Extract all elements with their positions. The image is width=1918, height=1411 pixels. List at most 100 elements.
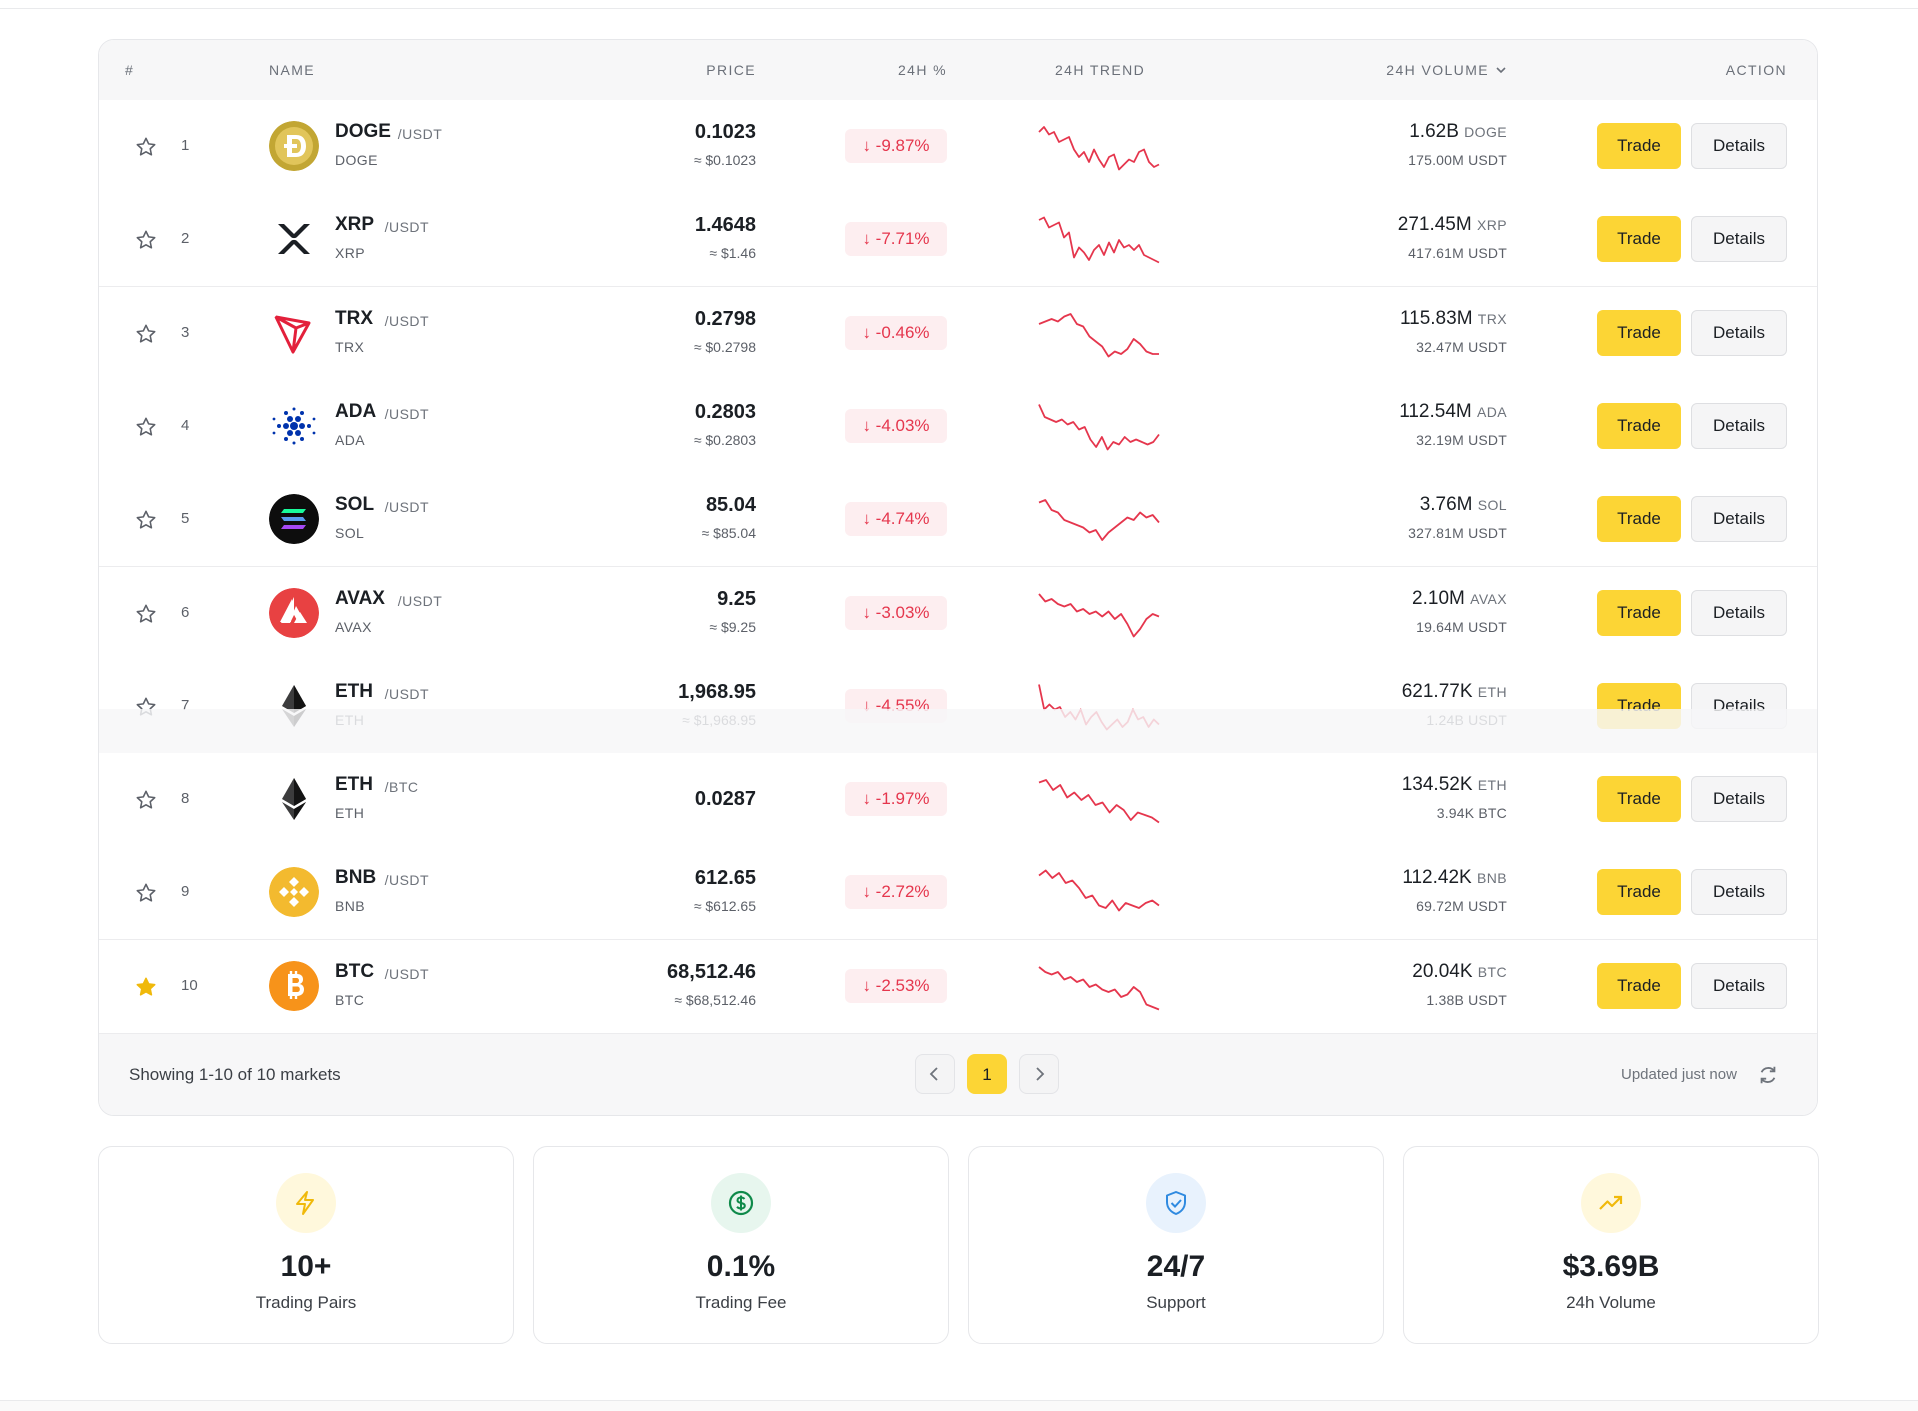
pair-symbol[interactable]: BNB: [335, 867, 377, 888]
volume-amount: 3.76M: [1419, 494, 1473, 515]
shield-icon: [1166, 1191, 1186, 1215]
header-volume[interactable]: 24H VOLUME: [1386, 62, 1489, 78]
base-asset: BTC: [335, 992, 365, 1008]
base-asset: BNB: [335, 898, 365, 914]
showing-text: Showing 1-10 of 10 markets: [129, 1065, 341, 1084]
volume-quote: 1.38B USDT: [1426, 992, 1507, 1008]
ada-logo-icon: [272, 407, 316, 445]
pair-symbol[interactable]: DOGE: [335, 121, 391, 142]
doge-logo-icon: [269, 121, 319, 171]
trade-button[interactable]: Trade: [1597, 310, 1681, 356]
details-button[interactable]: Details: [1691, 963, 1787, 1009]
stat-card: $3.69B 24h Volume: [1403, 1146, 1819, 1344]
price-usd-approx: ≈ $1.46: [709, 245, 756, 261]
pair-symbol[interactable]: ETH: [335, 681, 373, 702]
pair-symbol[interactable]: SOL: [335, 494, 375, 515]
refresh-icon[interactable]: [1757, 1064, 1779, 1086]
details-button[interactable]: Details: [1691, 216, 1787, 262]
change-badge: ↓ -2.53%: [845, 969, 947, 1003]
table-row: 4 ADA/USDT ADA 0.2803 ≈ $0.2803 ↓ -4.03% 112.5…: [99, 380, 1817, 474]
star-icon[interactable]: [135, 603, 157, 625]
star-icon[interactable]: [135, 136, 157, 158]
pair-symbol[interactable]: ADA: [335, 401, 377, 422]
trade-button[interactable]: Trade: [1597, 496, 1681, 542]
sparkline-chart: [1038, 684, 1160, 731]
sparkline-path: [1038, 313, 1159, 358]
base-asset: AVAX: [335, 619, 372, 635]
volume-value: 20.04K BTC: [1412, 960, 1507, 984]
pair-symbol[interactable]: ETH: [335, 774, 373, 795]
btc-logo-icon: [269, 961, 319, 1011]
volume-value: 112.54M ADA: [1399, 400, 1507, 424]
prev-page-button[interactable]: [915, 1054, 955, 1094]
base-asset: ETH: [335, 805, 365, 821]
sort-chevron-icon[interactable]: [1495, 40, 1515, 100]
eth-logo-icon: [282, 778, 306, 820]
rank-number: 6: [181, 604, 190, 621]
stat-label: Support: [1146, 1293, 1206, 1312]
price-value: 85.04: [705, 494, 756, 516]
details-button[interactable]: Details: [1691, 869, 1787, 915]
price-value: 612.65: [694, 867, 756, 889]
rank-number: 3: [181, 324, 190, 341]
details-button[interactable]: Details: [1691, 496, 1787, 542]
volume-value: 134.52K ETH: [1402, 773, 1507, 797]
star-icon[interactable]: [135, 696, 157, 718]
details-button[interactable]: Details: [1691, 776, 1787, 822]
details-button[interactable]: Details: [1691, 123, 1787, 169]
sparkline-path: [1038, 216, 1160, 264]
table-header: # NAME PRICE 24H % 24H TREND 24H VOLUME …: [99, 40, 1817, 101]
trade-button[interactable]: Trade: [1597, 776, 1681, 822]
volume-unit: AVAX: [1470, 591, 1507, 607]
volume-unit: ETH: [1477, 777, 1507, 793]
stat-value: 10+: [280, 1250, 332, 1283]
volume-value: 112.42K BNB: [1402, 866, 1507, 890]
header-price[interactable]: PRICE: [706, 62, 756, 78]
dollar-badge: [711, 1173, 771, 1233]
star-icon[interactable]: [135, 882, 157, 904]
star-icon[interactable]: [135, 789, 157, 811]
volume-quote: 19.64M USDT: [1416, 619, 1507, 635]
header-name[interactable]: NAME: [269, 62, 316, 78]
rank-number: 9: [181, 883, 190, 900]
sparkline-chart: [1038, 499, 1160, 541]
price-value: 0.1023: [694, 121, 756, 143]
pair-symbol[interactable]: TRX: [335, 308, 373, 329]
details-button[interactable]: Details: [1691, 310, 1787, 356]
trade-button[interactable]: Trade: [1597, 963, 1681, 1009]
price-value: 1.4648: [694, 214, 756, 236]
details-button[interactable]: Details: [1691, 590, 1787, 636]
price-value: 68,512.46: [667, 961, 756, 983]
pair-symbol[interactable]: XRP: [335, 214, 375, 235]
star-icon[interactable]: [135, 323, 157, 345]
header-change[interactable]: 24H %: [897, 62, 947, 78]
star-icon[interactable]: [135, 509, 157, 531]
base-asset: DOGE: [335, 152, 378, 168]
pair-symbol[interactable]: AVAX: [335, 588, 385, 609]
change-badge: ↓ -0.46%: [845, 316, 947, 350]
price-value: 1,968.95: [678, 681, 756, 703]
trade-button[interactable]: Trade: [1597, 403, 1681, 449]
next-page-button[interactable]: [1019, 1054, 1059, 1094]
table-row: 5 SOL/USDT SOL 85.04 ≈ $85.04 ↓ -4.74% 3.76M S…: [99, 473, 1817, 567]
volume-amount: 621.77K: [1401, 681, 1473, 702]
star-icon[interactable]: [135, 229, 157, 251]
change-badge: ↓ -7.71%: [845, 222, 947, 256]
trade-button[interactable]: Trade: [1597, 216, 1681, 262]
trade-button[interactable]: Trade: [1597, 123, 1681, 169]
volume-value: 3.76M SOL: [1420, 493, 1507, 517]
star-filled-icon[interactable]: [135, 976, 157, 998]
pair-symbol[interactable]: BTC: [335, 961, 375, 982]
volume-amount: 112.42K: [1402, 867, 1472, 888]
trade-button[interactable]: Trade: [1597, 869, 1681, 915]
rank-number: 8: [181, 790, 190, 807]
details-button[interactable]: Details: [1691, 683, 1787, 729]
trade-button[interactable]: Trade: [1597, 683, 1681, 729]
page-1-button[interactable]: 1: [967, 1054, 1007, 1094]
star-icon[interactable]: [135, 416, 157, 438]
trade-button[interactable]: Trade: [1597, 590, 1681, 636]
updated-text: Updated just now: [1621, 1066, 1737, 1083]
sparkline-path: [1038, 684, 1160, 731]
trx-logo-icon: [274, 315, 311, 354]
details-button[interactable]: Details: [1691, 403, 1787, 449]
